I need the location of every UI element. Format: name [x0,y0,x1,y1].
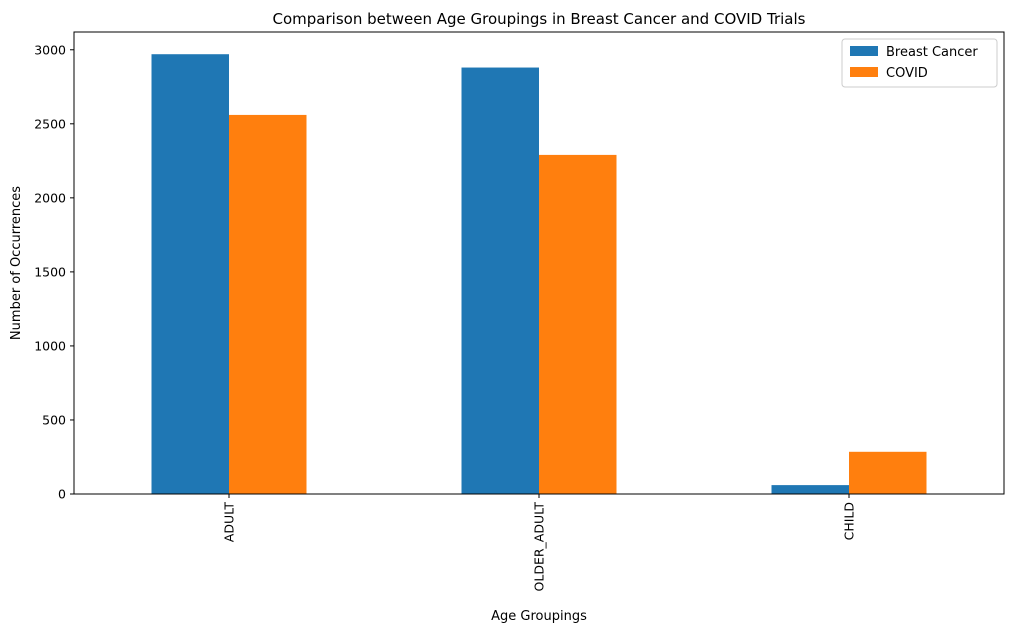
bar-covid-child [849,451,927,494]
x-tick-label: ADULT [222,502,237,543]
y-tick-label: 3000 [34,42,66,57]
y-tick-label: 1000 [34,338,66,353]
y-tick-label: 500 [42,412,66,427]
x-tick-label: CHILD [842,502,857,540]
y-tick-label: 0 [58,487,66,502]
y-tick-label: 2500 [34,116,66,131]
y-tick-label: 2000 [34,190,66,205]
legend-box [841,38,998,88]
legend: Breast Cancer COVID [841,38,998,88]
x-axis-ticks: ADULT OLDER_ADULT CHILD [222,494,857,591]
chart-title: Comparison between Age Groupings in Brea… [273,10,806,28]
legend-label: Breast Cancer [886,45,978,60]
plot-frame [73,31,1005,495]
legend-label: COVID [886,66,928,81]
y-tick-label: 1500 [34,264,66,279]
x-tick-label: OLDER_ADULT [532,502,547,592]
bars-group [151,54,927,495]
y-axis-label: Number of Occurrences [9,186,24,340]
bar-breast-cancer-child [771,485,849,494]
x-axis-label: Age Groupings [491,609,587,624]
bar-breast-cancer-adult [151,54,229,494]
legend-swatch [850,46,878,56]
bar-covid-older_adult [539,154,617,494]
legend-swatch [850,67,878,77]
y-axis-ticks: 0 500 1000 1500 2000 2500 3000 [34,42,74,502]
bar-covid-adult [229,114,307,494]
bar-breast-cancer-older_adult [461,67,539,495]
